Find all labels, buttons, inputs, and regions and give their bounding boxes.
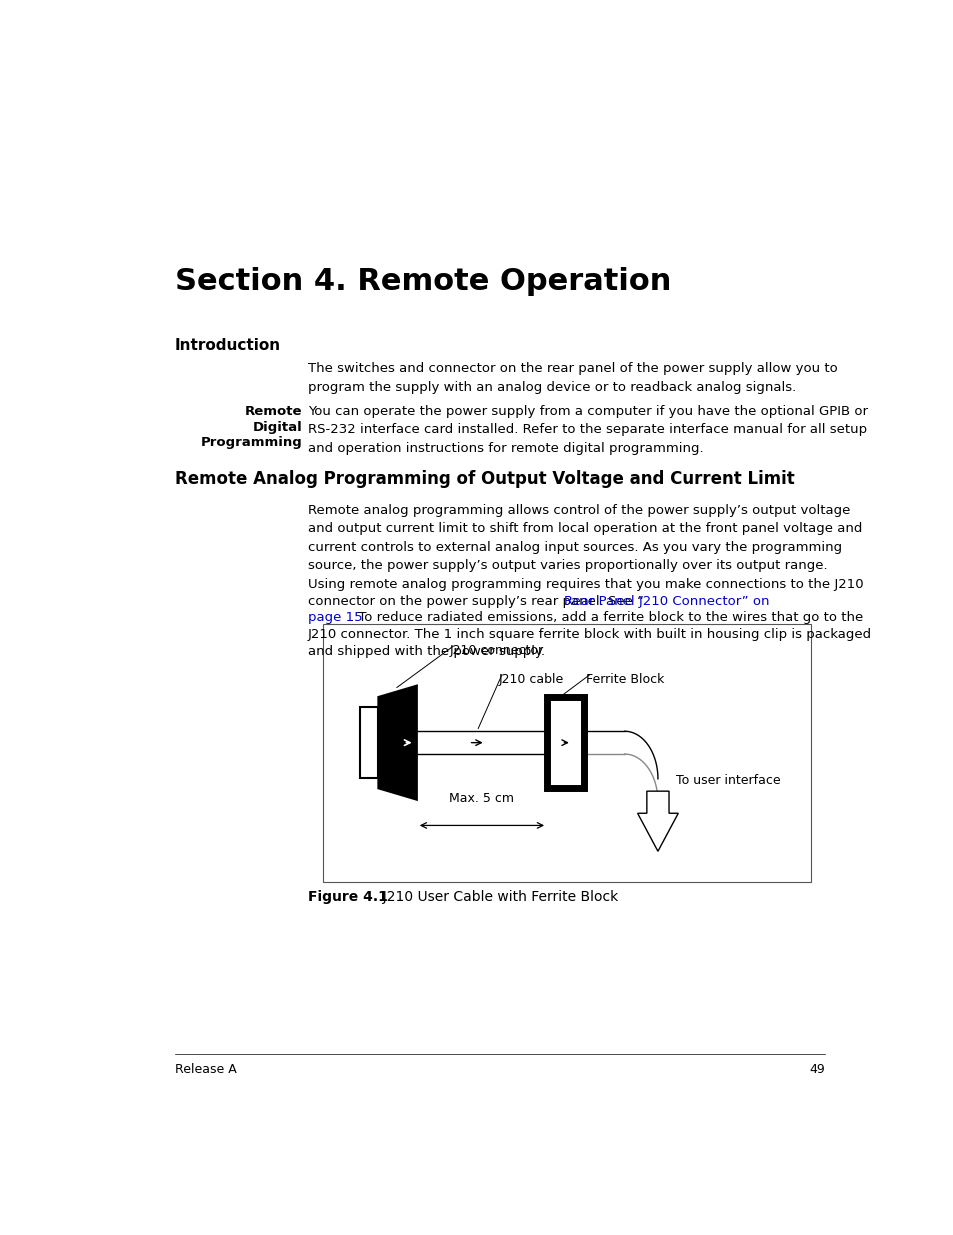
Text: J210 connector. The 1 inch square ferrite block with built in housing clip is pa: J210 connector. The 1 inch square ferrit…	[308, 627, 871, 641]
Text: You can operate the power supply from a computer if you have the optional GPIB o: You can operate the power supply from a …	[308, 405, 867, 454]
Polygon shape	[637, 792, 678, 851]
Text: 49: 49	[809, 1063, 824, 1076]
Text: Section 4. Remote Operation: Section 4. Remote Operation	[174, 267, 670, 296]
Text: Figure 4.1: Figure 4.1	[308, 890, 387, 904]
Text: To user interface: To user interface	[676, 773, 781, 787]
Text: connector on the power supply’s rear panel. See “: connector on the power supply’s rear pan…	[308, 595, 643, 608]
Text: Ferrite Block: Ferrite Block	[585, 673, 663, 685]
Text: Release A: Release A	[174, 1063, 236, 1076]
Bar	[546, 698, 583, 788]
Text: J210 connector: J210 connector	[449, 645, 543, 657]
Polygon shape	[378, 685, 416, 800]
Text: J210 cable: J210 cable	[497, 673, 563, 685]
Text: . To reduce radiated emissions, add a ferrite block to the wires that go to the: . To reduce radiated emissions, add a fe…	[350, 611, 862, 625]
Bar	[359, 706, 378, 778]
Text: Digital: Digital	[253, 421, 302, 433]
Text: Remote analog programming allows control of the power supply’s output voltage
an: Remote analog programming allows control…	[308, 504, 862, 572]
Text: Remote: Remote	[245, 405, 302, 417]
Text: Rear Panel J210 Connector” on: Rear Panel J210 Connector” on	[563, 595, 768, 608]
Text: and shipped with the power supply.: and shipped with the power supply.	[308, 645, 544, 657]
Text: J210 User Cable with Ferrite Block: J210 User Cable with Ferrite Block	[374, 890, 618, 904]
Text: Programming: Programming	[201, 436, 302, 450]
Text: Using remote analog programming requires that you make connections to the J210: Using remote analog programming requires…	[308, 578, 862, 592]
Text: Introduction: Introduction	[174, 338, 280, 353]
Text: Max. 5 cm: Max. 5 cm	[449, 792, 514, 804]
Text: The switches and connector on the rear panel of the power supply allow you to
pr: The switches and connector on the rear p…	[308, 362, 837, 394]
Bar	[322, 624, 810, 882]
Text: Remote Analog Programming of Output Voltage and Current Limit: Remote Analog Programming of Output Volt…	[174, 469, 794, 488]
Text: page 15: page 15	[308, 611, 362, 625]
